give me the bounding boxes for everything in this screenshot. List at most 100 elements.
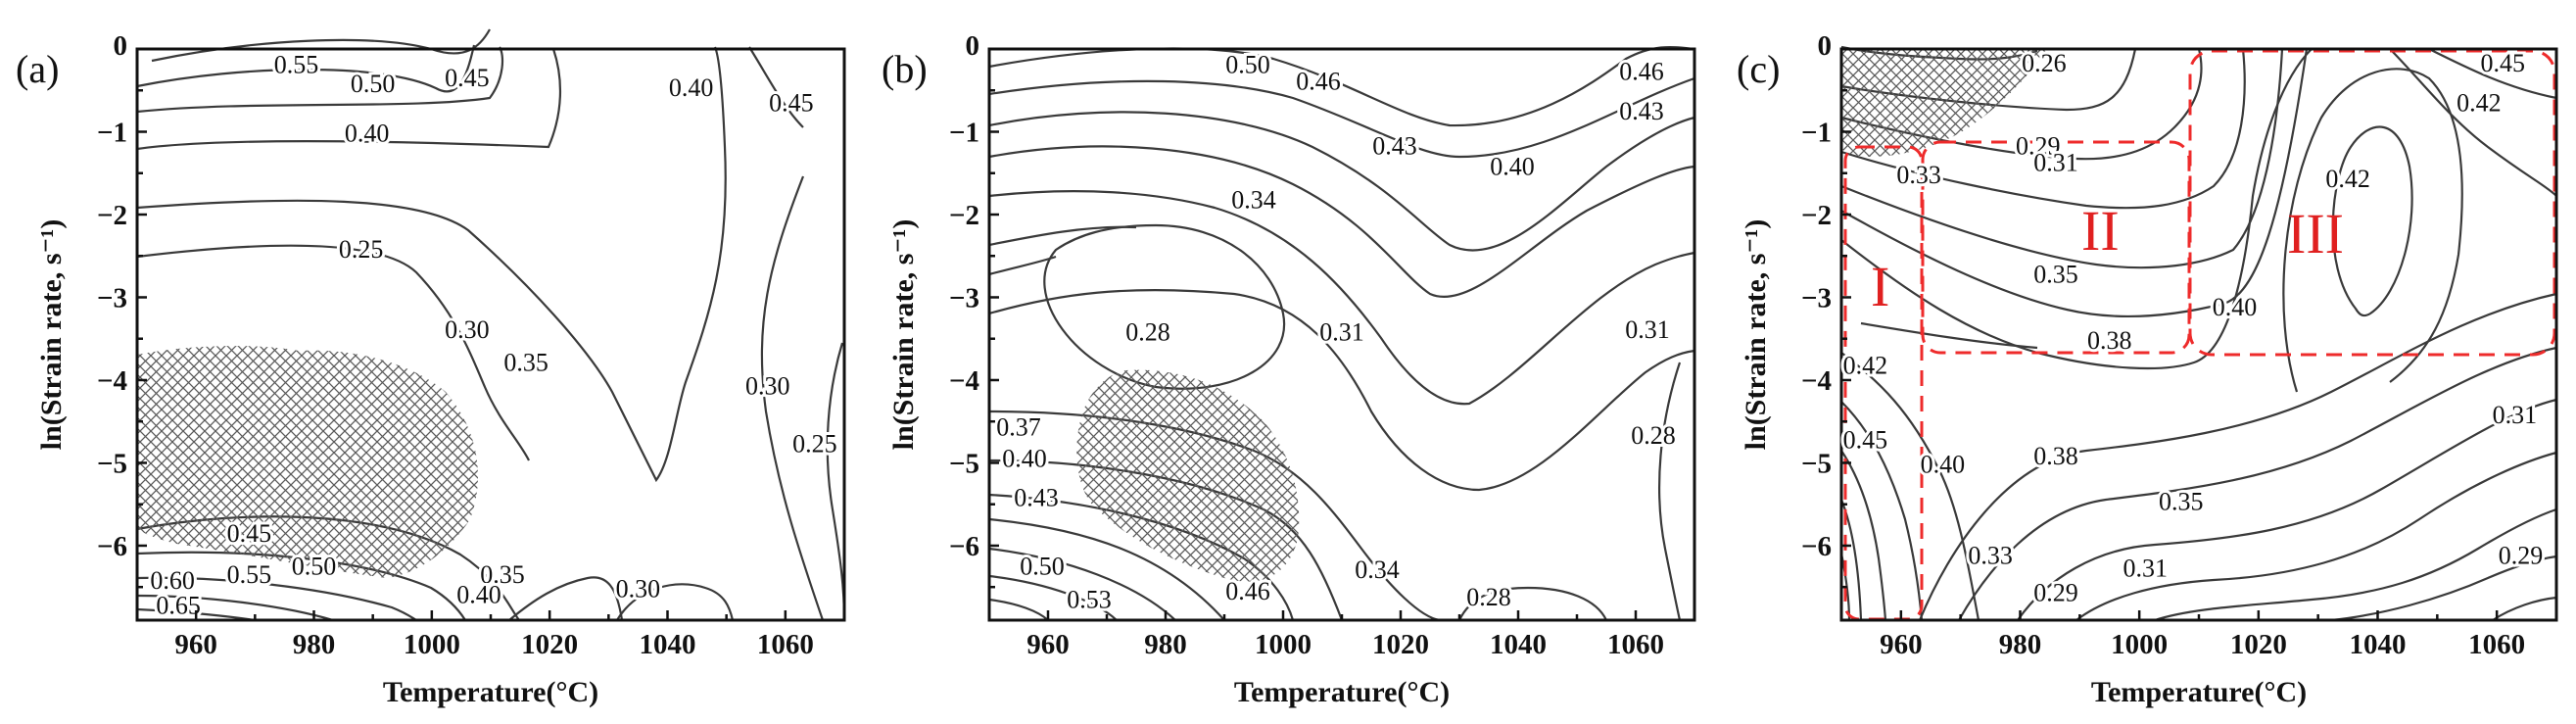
contour-label: 0.34 (1355, 555, 1400, 584)
contour-label: 0.46 (1225, 577, 1270, 605)
x-axis-label: Temperature(°C) (383, 676, 598, 708)
contour-label: 0.40 (1921, 451, 1966, 479)
y-tick-label: −3 (97, 282, 127, 314)
contour-label: 0.45 (769, 88, 814, 117)
contour-label: 0.31 (1319, 317, 1364, 346)
contour-label: 0.30 (745, 371, 790, 400)
y-tick-label: 0 (114, 30, 128, 62)
contour-label: 0.30 (616, 574, 661, 603)
region-label-III: III (2287, 202, 2344, 265)
contour-label: 0.40 (669, 73, 714, 102)
contour-label: 0.25 (339, 235, 384, 264)
y-tick-label: −6 (97, 531, 127, 562)
contour-label: 0.45 (2481, 49, 2526, 77)
contour-label: 0.45 (1843, 425, 1888, 454)
contour-label: 0.30 (445, 315, 490, 344)
contour-label: 0.40 (1002, 445, 1047, 473)
y-axis-label: ln(Strain rate, s⁻¹) (35, 219, 68, 451)
contour-label: 0.46 (1619, 57, 1664, 85)
x-tick-label: 1020 (521, 629, 578, 660)
contour-label: 0.38 (2087, 326, 2132, 355)
region-box-III (2188, 49, 2556, 357)
contour-label: 0.43 (1619, 97, 1664, 125)
contour-label: 0.50 (292, 553, 337, 581)
contour-label: 0.45 (445, 64, 490, 92)
contour-label: 0.43 (1014, 483, 1059, 511)
x-tick-label: 1040 (1490, 629, 1547, 660)
contour-label: 0.33 (1896, 161, 1941, 189)
y-tick-label: −3 (949, 282, 979, 314)
panel-c: (c) (1737, 30, 2558, 708)
contour-label: 0.28 (1466, 583, 1511, 611)
y-tick-label: −2 (1801, 200, 1832, 231)
y-tick-label: −4 (97, 365, 127, 397)
region-label-II: II (2081, 199, 2120, 263)
x-tick-label: 1000 (404, 629, 460, 660)
x-tick-label: 1060 (757, 629, 814, 660)
contour-label: 0.29 (2033, 579, 2078, 607)
x-tick-label: 1060 (2468, 629, 2525, 660)
panel-a: (a) 0.55 0.50 0.45 0.40 0.45 0.40 0.25 0.30 0.35… (16, 28, 846, 708)
instability-hatch-b (1076, 369, 1300, 582)
y-tick-label: −2 (97, 200, 127, 231)
panel-b: (b) 0.50 0.46 0.43 0.40 0.46 0.43 0.34 0.28 0.31… (882, 30, 1696, 708)
contour-label: 0.31 (1625, 315, 1670, 344)
x-tick-label: 1040 (640, 629, 696, 660)
y-tick-label: −4 (1801, 365, 1832, 397)
instability-hatch-a (137, 346, 478, 578)
contour-label: 0.40 (2213, 293, 2258, 321)
contour-label: 0.45 (227, 519, 272, 548)
y-tick-label: −6 (949, 531, 979, 562)
contour-label: 0.40 (1490, 152, 1535, 180)
contour-label: 0.26 (2022, 49, 2067, 77)
contour-label: 0.35 (2033, 260, 2078, 288)
contour-label: 0.65 (156, 591, 201, 619)
contour-label: 0.31 (2033, 148, 2078, 176)
x-tick-label: 1000 (1255, 629, 1312, 660)
contour-label: 0.55 (227, 560, 272, 589)
x-tick-label: 980 (293, 629, 336, 660)
contour-label: 0.31 (2123, 554, 2169, 582)
contour-label: 0.42 (1843, 351, 1888, 379)
contour-label: 0.53 (1067, 585, 1112, 613)
y-tick-label: −5 (949, 448, 979, 479)
x-tick-label: 980 (1144, 629, 1187, 660)
y-tick-label: −1 (949, 117, 979, 148)
y-tick-label: −5 (97, 448, 127, 479)
contour-label: 0.42 (2325, 165, 2370, 193)
y-axis-label: ln(Strain rate, s⁻¹) (1740, 219, 1772, 451)
contour-label: 0.50 (1225, 51, 1270, 79)
contour-label: 0.29 (2016, 131, 2061, 160)
x-tick-label: 1000 (2111, 629, 2168, 660)
contour-label: 0.50 (1020, 553, 1065, 581)
contour-label: 0.35 (480, 560, 525, 589)
contour-label: 0.25 (792, 430, 837, 459)
panel-label-b: (b) (882, 47, 928, 91)
contour-label: 0.42 (2457, 88, 2502, 117)
y-tick-label: −3 (1801, 282, 1832, 314)
x-axis-label: Temperature(°C) (1234, 676, 1450, 708)
x-tick-label: 1060 (1607, 629, 1664, 660)
region-label-I: I (1871, 255, 1889, 318)
y-tick-label: −1 (97, 117, 127, 148)
x-tick-label: 980 (1999, 629, 2042, 660)
contour-label: 0.50 (351, 70, 396, 98)
y-tick-label: −2 (949, 200, 979, 231)
x-tick-label: 1020 (2230, 629, 2287, 660)
x-tick-label: 960 (1880, 629, 1923, 660)
contour-label: 0.37 (996, 413, 1041, 442)
region-box-I (1843, 145, 1924, 621)
y-tick-label: −4 (949, 365, 979, 397)
x-tick-label: 1040 (2350, 629, 2407, 660)
contour-label: 0.60 (150, 566, 195, 595)
y-tick-label: 0 (1818, 30, 1833, 62)
region-box-II (1921, 140, 2191, 355)
contour-label: 0.46 (1296, 67, 1341, 95)
y-tick-label: −1 (1801, 117, 1832, 148)
contour-label: 0.28 (1631, 421, 1676, 450)
panel-label-c: (c) (1737, 47, 1780, 91)
contour-label: 0.35 (2159, 488, 2204, 516)
contour-label: 0.31 (2493, 401, 2538, 429)
contour-label: 0.38 (2033, 442, 2078, 470)
panel-label-a: (a) (16, 47, 59, 91)
